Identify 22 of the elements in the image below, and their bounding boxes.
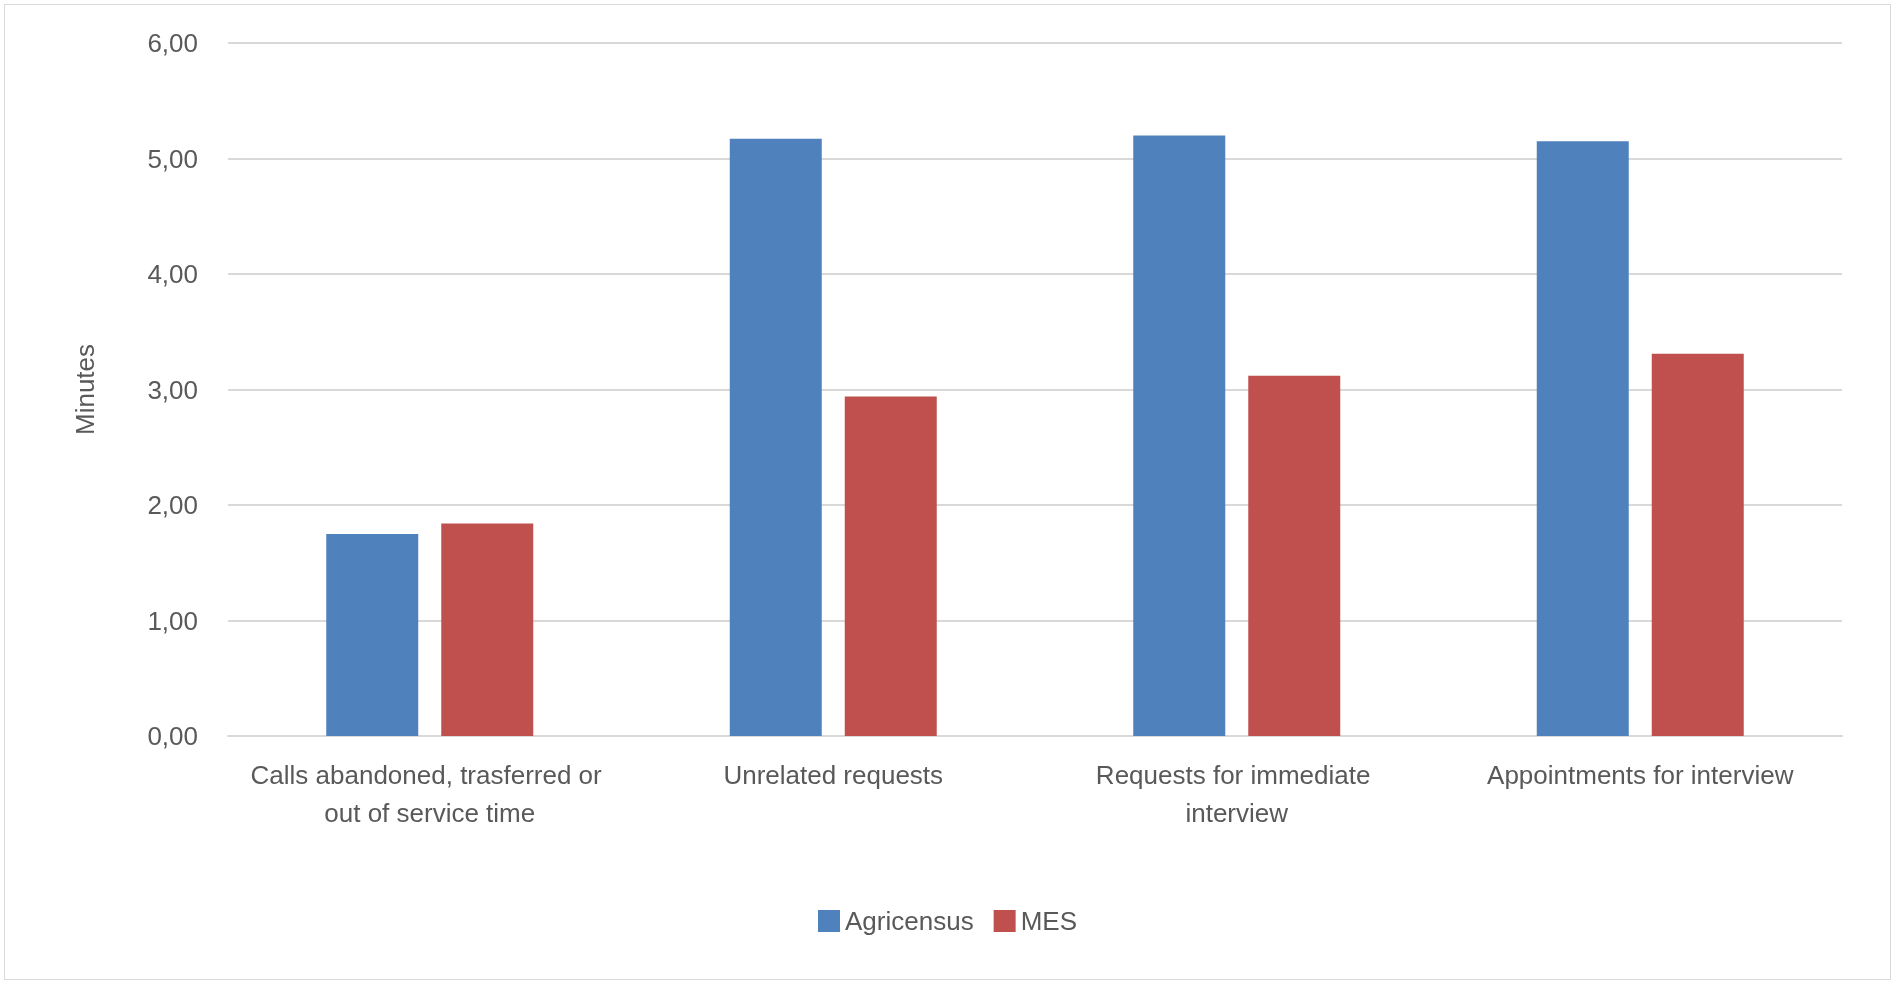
bar: [844, 396, 937, 736]
bar: [1536, 141, 1629, 736]
bar: [326, 533, 419, 736]
bar: [1248, 375, 1341, 736]
x-tick-label: Calls abandoned, trasferred or out of service time: [250, 760, 609, 828]
bar: [1651, 353, 1744, 736]
x-tick-label: Requests for immediate interview: [1095, 760, 1378, 828]
y-tick-label: 0,00: [147, 721, 198, 751]
y-tick-label: 3,00: [147, 374, 198, 405]
y-tick-label: 2,00: [147, 490, 198, 520]
y-tick-label: 6,00: [147, 28, 198, 58]
bar: [1133, 135, 1226, 736]
x-tick-label: Appointments for interview: [1487, 760, 1794, 790]
x-tick-label: Unrelated requests: [723, 760, 944, 790]
y-tick-label: 5,00: [147, 143, 198, 174]
y-tick-label: 1,00: [147, 605, 198, 636]
legend-label: MES: [1020, 906, 1077, 936]
bar: [729, 138, 822, 736]
legend-label: Agricensus: [845, 906, 974, 936]
y-tick-label: 4,00: [147, 259, 198, 289]
y-axis-title: Minutes: [70, 343, 100, 436]
bar: [441, 523, 534, 736]
